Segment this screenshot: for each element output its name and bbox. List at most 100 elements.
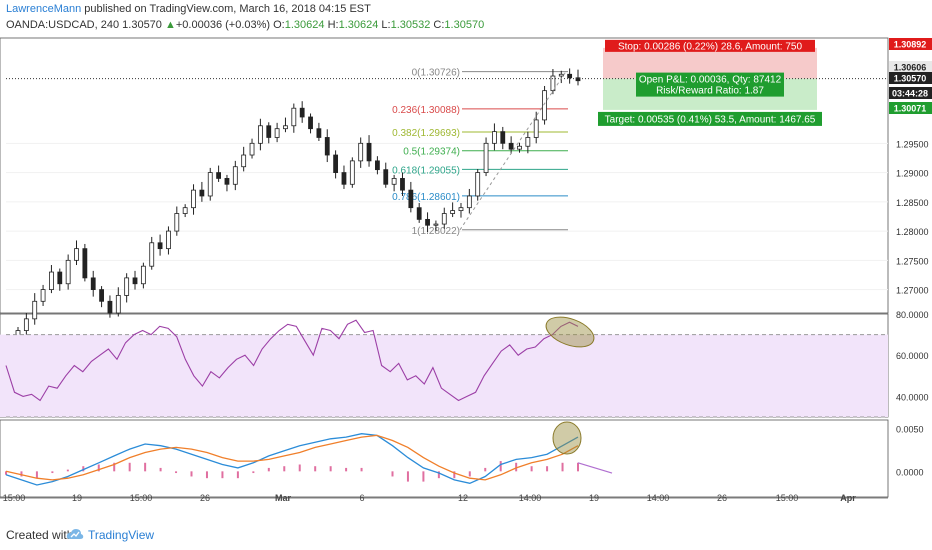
candle-body	[466, 195, 472, 209]
candle-body	[450, 210, 456, 214]
candle-body	[149, 242, 155, 267]
macd-panel	[5, 433, 613, 486]
candle-body	[191, 189, 196, 209]
candle-body	[274, 128, 280, 138]
time-tick-label: 12	[458, 493, 468, 503]
price-tick-label: 1.28500	[896, 198, 929, 208]
symbol-name[interactable]: OANDA:USDCAD, 240	[6, 19, 120, 31]
highlight-annotations[interactable]	[542, 311, 598, 455]
candle-body	[74, 248, 79, 261]
candle-body	[140, 265, 146, 285]
price-axis-label: 1.30570	[894, 74, 927, 84]
candle-body	[441, 213, 447, 225]
candle-body	[99, 289, 104, 302]
target-label: Target: 0.00535 (0.41%) 53.5, Amount: 14…	[605, 114, 816, 125]
high-label: H:	[327, 19, 339, 31]
high-value: 1.30624	[338, 19, 379, 31]
candle-body	[232, 166, 238, 185]
candle-body	[283, 125, 288, 130]
candle-body	[508, 142, 514, 150]
fibonacci-retracement[interactable]: 0(1.30726) 0.236(1.30088) 0.382(1.29693) 0.…	[392, 68, 568, 237]
candle-body	[216, 172, 221, 179]
time-tick-label: 15:00	[130, 493, 153, 503]
up-arrow-icon: ▲	[164, 19, 176, 31]
rsi-line	[5, 319, 579, 402]
time-tick-label: 14:00	[647, 493, 670, 503]
price-axis-label: 1.30892	[894, 40, 927, 50]
published-text: published on TradingView.com, March 16, …	[84, 3, 371, 15]
rsi-tick-label: 60.0000	[896, 351, 929, 361]
candle-body	[249, 142, 255, 156]
stop-label: Stop: 0.00286 (0.22%) 28.6, Amount: 750	[618, 41, 802, 52]
candle-body	[207, 172, 213, 197]
candle-body	[558, 73, 564, 77]
candle-body	[408, 189, 414, 209]
price-axis[interactable]: 1.29500 1.29000 1.28500 1.28000 1.27500 1.270…	[889, 38, 932, 477]
price-axis-label-box	[889, 102, 932, 114]
chart-area[interactable]: 0(1.30726) 0.236(1.30088) 0.382(1.29693) 0.…	[0, 30, 932, 520]
candle-body	[416, 207, 422, 220]
candle-body	[575, 77, 581, 82]
position-labels[interactable]: Stop: 0.00286 (0.22%) 28.6, Amount: 750 O…	[598, 39, 822, 126]
time-tick-label: 19	[589, 493, 599, 503]
rsi-tick-label: 40.0000	[896, 392, 929, 402]
price-tick-label: 1.28000	[896, 227, 929, 237]
tradingview-brand[interactable]: TradingView	[88, 528, 155, 542]
candle-body	[107, 300, 113, 314]
candle-body	[433, 223, 439, 226]
tradingview-cloud-icon[interactable]	[66, 527, 84, 541]
rsi-panel	[0, 319, 888, 418]
pnl-label: Open P&L: 0.00036, Qty: 87412	[639, 75, 782, 86]
open-label: O:	[273, 19, 285, 31]
candle-body	[266, 125, 272, 138]
panel-frame-0	[0, 37, 889, 314]
candle-body	[241, 154, 247, 168]
macd-highlight-ellipse	[552, 421, 582, 455]
candle-body	[542, 90, 547, 121]
price-tick-label: 1.29000	[896, 169, 929, 179]
macd-tick-label: 0.0050	[896, 425, 924, 435]
low-label: L:	[381, 19, 391, 31]
candle-body	[349, 160, 355, 185]
candle-body	[458, 207, 464, 212]
candle-body	[82, 248, 88, 279]
created-with-text: Created with	[6, 528, 74, 542]
time-tick-label: Mar	[275, 493, 292, 503]
candle-body	[124, 277, 130, 296]
symbol-ohlc-line: OANDA:USDCAD, 240 1.30570 ▲+0.00036 (+0.…	[6, 19, 484, 31]
close-label: C:	[433, 19, 445, 31]
candle-body	[291, 107, 297, 127]
price-axis-label-box	[889, 87, 932, 99]
fib-trend-line	[459, 71, 567, 231]
candle-body	[199, 189, 205, 197]
candle-body	[90, 277, 96, 290]
price-candles	[6, 68, 888, 342]
price-tick-label: 1.27000	[896, 286, 929, 296]
rsi-highlight-ellipse	[545, 316, 595, 348]
candle-body	[324, 137, 330, 156]
fib-level-label: 0(1.30726)	[412, 68, 460, 79]
candle-body	[32, 300, 38, 320]
footer: Created with TradingView	[0, 520, 932, 550]
price-tick-label: 1.27500	[896, 256, 929, 266]
fib-level-label: 0.236(1.30088)	[392, 105, 460, 116]
rsi-band	[0, 334, 888, 417]
time-axis[interactable]: 15:00 19 15:00 26 Mar 6 12 14:00 19 14:00 26 15:00 A…	[0, 493, 888, 503]
candle-body	[375, 160, 380, 171]
candle-body	[65, 259, 71, 285]
price-axis-label-box	[889, 61, 932, 73]
time-tick-label: 19	[72, 493, 82, 503]
candle-body	[333, 154, 339, 173]
candle-body	[517, 145, 522, 150]
time-tick-label: 15:00	[776, 493, 799, 503]
fib-level-label: 1(1.28022)	[412, 226, 460, 237]
pnl-label-box	[636, 72, 784, 97]
last-price: 1.30570	[122, 19, 162, 31]
open-value: 1.30624	[284, 19, 325, 31]
candle-body	[492, 131, 497, 144]
author-link[interactable]: LawrenceMann	[6, 3, 82, 15]
low-value: 1.30532	[390, 19, 431, 31]
candle-body	[157, 242, 163, 250]
candle-body	[366, 142, 372, 162]
price-axis-label-box	[889, 72, 932, 84]
